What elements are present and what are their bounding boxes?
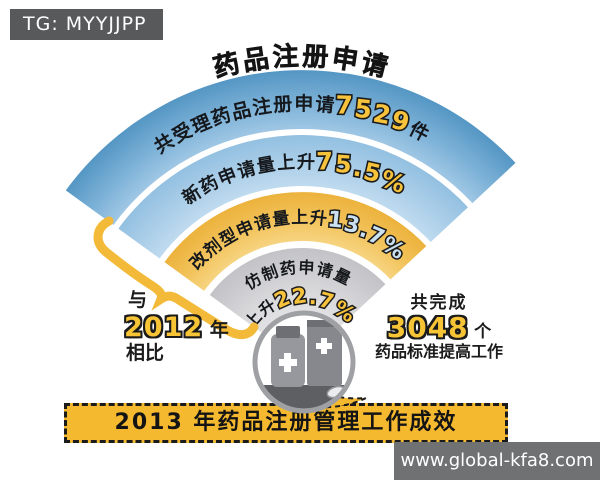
arc-label-modified-form: 改剂型申请量上升13.7% xyxy=(186,207,410,274)
website-watermark: www.global-kfa8.com xyxy=(394,442,600,480)
standards-note-line2: 药品标准提高工作 xyxy=(374,342,503,362)
arc-label-new-drug: 新药申请量上升75.5% xyxy=(178,147,410,209)
standards-note-value-line: 3048 个 xyxy=(372,313,506,342)
arc-label-generic-line1: 仿制药申请量 xyxy=(241,258,355,294)
comparison-year-value: 2012 xyxy=(124,311,204,343)
comparison-note-line1: 与 xyxy=(128,289,148,311)
standards-note: 共完成 3048 个 药品标准提高工作 xyxy=(372,293,506,362)
comparison-note-year: 2012 年 xyxy=(124,311,229,343)
arc-segment-accepted xyxy=(65,70,516,225)
arc-label-generic-line2: 上升22.7% xyxy=(241,283,361,332)
arc-segment-modified-form xyxy=(164,192,427,291)
bottom-banner: 2013 年药品注册管理工作成效 xyxy=(64,403,508,443)
standards-count: 3048 xyxy=(386,310,469,344)
medicine-bottles-icon xyxy=(252,310,356,414)
arc-segment-new-drug xyxy=(118,135,469,259)
comparison-note: 与 2012 年 相比 xyxy=(124,289,229,365)
tg-badge: TG: MYYJJPP xyxy=(10,9,163,40)
comparison-note-line2: 相比 xyxy=(126,342,165,365)
comparison-year-suffix: 年 xyxy=(209,318,229,341)
standards-note-line1: 共完成 xyxy=(410,293,468,313)
chart-title: 药品注册申请 xyxy=(211,41,394,84)
arc-segment-generic xyxy=(209,248,386,362)
arc-label-accepted: 共受理药品注册申请7529件 xyxy=(150,90,434,158)
standards-count-unit: 个 xyxy=(474,321,492,342)
